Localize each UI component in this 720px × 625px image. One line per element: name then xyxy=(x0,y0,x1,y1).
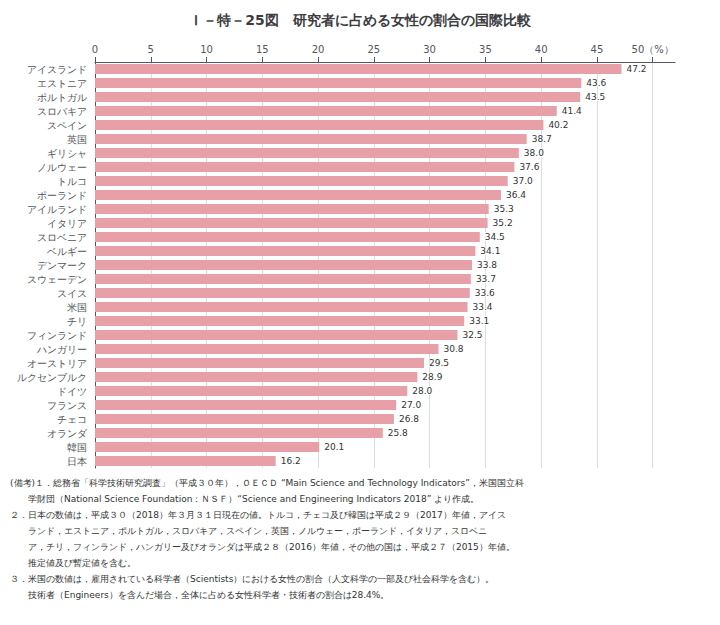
svg-text:スロバキア: スロバキア xyxy=(37,106,87,117)
svg-text:オーストリア: オーストリア xyxy=(27,358,87,369)
svg-text:50（%）: 50（%） xyxy=(632,44,674,55)
svg-text:33.7: 33.7 xyxy=(476,274,496,284)
svg-text:20.1: 20.1 xyxy=(324,442,344,452)
svg-text:２．日本の数値は，平成３０（2018）年３月３１日現在の値。: ２．日本の数値は，平成３０（2018）年３月３１日現在の値。トルコ，チェコ及び韓… xyxy=(10,510,506,520)
svg-text:トルコ: トルコ xyxy=(57,176,87,187)
svg-text:43.6: 43.6 xyxy=(586,78,606,88)
svg-text:34.1: 34.1 xyxy=(480,246,500,256)
svg-text:ポーランド: ポーランド xyxy=(37,190,87,201)
svg-text:ノルウェー: ノルウェー xyxy=(37,162,87,173)
svg-text:33.6: 33.6 xyxy=(475,288,495,298)
svg-text:チェコ: チェコ xyxy=(57,414,87,425)
svg-text:ギリシャ: ギリシャ xyxy=(47,148,87,159)
svg-text:30.8: 30.8 xyxy=(444,344,464,354)
svg-text:0: 0 xyxy=(92,44,98,55)
svg-text:学財団（National Science Foundatio: 学財団（National Science Foundation：ＮＳＦ）“Sci… xyxy=(10,494,479,504)
svg-text:25.8: 25.8 xyxy=(388,428,408,438)
svg-text:33.8: 33.8 xyxy=(477,260,497,270)
svg-text:Ｉ－特－25図 研究者に占める女性の割合の国際比較: Ｉ－特－25図 研究者に占める女性の割合の国際比較 xyxy=(189,12,531,28)
svg-text:20: 20 xyxy=(312,44,325,55)
svg-text:26.8: 26.8 xyxy=(399,414,419,424)
svg-text:ルクセンブルク: ルクセンブルク xyxy=(17,372,87,383)
svg-text:38.7: 38.7 xyxy=(532,134,552,144)
svg-text:10: 10 xyxy=(200,44,213,55)
svg-text:30: 30 xyxy=(423,44,436,55)
svg-text:33.4: 33.4 xyxy=(473,302,493,312)
svg-text:スウェーデン: スウェーデン xyxy=(27,274,87,285)
svg-text:(備考)１．総務省「科学技術研究調査」（平成３０年），ＯＥＣ: (備考)１．総務省「科学技術研究調査」（平成３０年），ＯＥＣＤ “Main Sc… xyxy=(10,478,524,488)
svg-text:15: 15 xyxy=(256,44,269,55)
svg-text:スロベニア: スロベニア xyxy=(37,232,87,243)
svg-text:35: 35 xyxy=(479,44,492,55)
svg-text:ア，チリ，フィンランド，ハンガリー及びオランダは平成２８（2: ア，チリ，フィンランド，ハンガリー及びオランダは平成２８（2016）年値，その他… xyxy=(10,542,515,552)
svg-text:40: 40 xyxy=(535,44,548,55)
svg-text:37.0: 37.0 xyxy=(513,176,533,186)
svg-text:ベルギー: ベルギー xyxy=(47,246,87,257)
svg-text:推定値及び暫定値を含む。: 推定値及び暫定値を含む。 xyxy=(10,558,136,568)
svg-text:35.3: 35.3 xyxy=(494,204,514,214)
svg-text:フィンランド: フィンランド xyxy=(27,330,87,341)
svg-text:16.2: 16.2 xyxy=(281,456,301,466)
svg-text:43.5: 43.5 xyxy=(585,92,605,102)
svg-text:スペイン: スペイン xyxy=(47,120,87,131)
svg-text:イタリア: イタリア xyxy=(47,218,87,229)
svg-text:英国: 英国 xyxy=(67,134,87,145)
svg-text:チリ: チリ xyxy=(67,316,87,327)
svg-text:ポルトガル: ポルトガル xyxy=(37,92,87,103)
svg-text:33.1: 33.1 xyxy=(469,316,489,326)
svg-text:３．米国の数値は，雇用されている科学者（Scientists: ３．米国の数値は，雇用されている科学者（Scientists）における女性の割合… xyxy=(10,574,494,584)
svg-text:米国: 米国 xyxy=(67,302,87,313)
svg-text:25: 25 xyxy=(367,44,380,55)
svg-text:アイスランド: アイスランド xyxy=(27,64,87,75)
svg-text:ハンガリー: ハンガリー xyxy=(36,344,87,355)
svg-text:韓国: 韓国 xyxy=(67,442,87,453)
svg-text:デンマーク: デンマーク xyxy=(37,260,87,271)
svg-text:35.2: 35.2 xyxy=(493,218,513,228)
svg-text:フランス: フランス xyxy=(47,400,87,411)
svg-text:スイス: スイス xyxy=(57,288,87,299)
svg-text:37.6: 37.6 xyxy=(519,162,539,172)
svg-text:オランダ: オランダ xyxy=(47,428,88,439)
svg-text:ドイツ: ドイツ xyxy=(57,386,87,397)
svg-text:45: 45 xyxy=(591,44,604,55)
svg-text:技術者（Engineers）を含んだ場合，全体に占める女性科: 技術者（Engineers）を含んだ場合，全体に占める女性科学者・技術者の割合は… xyxy=(10,590,389,600)
svg-text:41.4: 41.4 xyxy=(562,106,582,116)
svg-text:34.5: 34.5 xyxy=(485,232,505,242)
svg-text:28.9: 28.9 xyxy=(422,372,442,382)
svg-text:38.0: 38.0 xyxy=(524,148,544,158)
svg-text:アイルランド: アイルランド xyxy=(27,204,87,215)
svg-text:ランド，エストニア，ポルトガル，スロバキア，スペイン，英国，: ランド，エストニア，ポルトガル，スロバキア，スペイン，英国，ノルウェー，ポーラン… xyxy=(10,526,487,536)
svg-text:40.2: 40.2 xyxy=(548,120,568,130)
svg-text:29.5: 29.5 xyxy=(429,358,449,368)
svg-text:27.0: 27.0 xyxy=(401,400,421,410)
svg-text:エストニア: エストニア xyxy=(37,78,87,89)
svg-text:28.0: 28.0 xyxy=(412,386,432,396)
svg-text:47.2: 47.2 xyxy=(626,64,646,74)
svg-text:32.5: 32.5 xyxy=(463,330,483,340)
svg-text:36.4: 36.4 xyxy=(506,190,526,200)
svg-text:5: 5 xyxy=(148,44,154,55)
svg-text:日本: 日本 xyxy=(67,456,87,467)
